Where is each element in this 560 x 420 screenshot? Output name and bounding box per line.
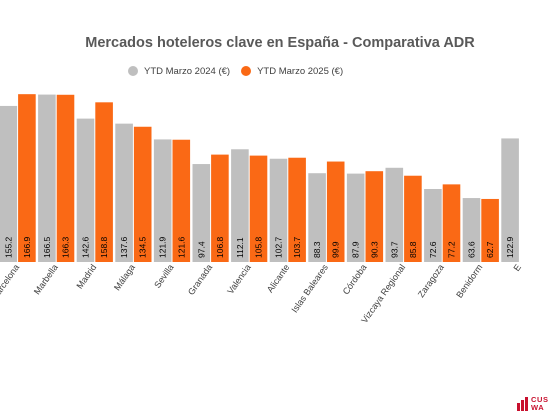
tick-label-alicante: Alicante	[265, 262, 292, 294]
tick-label-granada: Granada	[186, 262, 214, 296]
bar-alicante-2025	[288, 157, 306, 262]
value-label-benidorm-2025: 62.7	[485, 241, 495, 258]
tick-label-malaga: Málaga	[112, 262, 137, 292]
bar-valencia-2025	[249, 155, 268, 262]
legend-swatch-2024	[128, 66, 138, 76]
value-label-barcelona-2024: 155.2	[3, 236, 13, 258]
value-label-valencia-2024: 112.1	[235, 237, 245, 258]
tick-label-sevilla: Sevilla	[152, 262, 175, 289]
value-label-malaga-2025: 134.5	[138, 236, 148, 258]
legend-label-2024: YTD Marzo 2024 (€)	[144, 65, 231, 77]
legend-swatch-2025	[241, 66, 252, 76]
value-label-madrid-2024: 142.6	[81, 236, 91, 258]
tick-label-marbella: Marbella	[32, 262, 60, 296]
bar-malaga-2025	[133, 126, 152, 262]
tick-label-benidorm: Benidorm	[454, 262, 484, 299]
bar-zaragoza-2024	[424, 188, 442, 262]
tick-label-zaragoza: Zaragoza	[416, 262, 446, 299]
bar-zaragoza-2025	[442, 184, 461, 262]
value-label-vizcaya-regional-2025: 85.8	[408, 241, 418, 258]
value-label-alicante-2025: 103.7	[292, 236, 302, 258]
value-label-sevilla-2025: 121.6	[176, 236, 186, 258]
bar-islas-baleares-2025	[326, 161, 345, 262]
tick-label-valencia: Valencia	[225, 262, 253, 295]
value-label-valencia-2025: 105.8	[254, 236, 264, 258]
tick-label-barcelona: Barcelona	[0, 262, 21, 301]
tick-label-madrid: Madrid	[74, 262, 98, 290]
brand-line-1: CUS	[531, 395, 549, 404]
bar-madrid-2024	[76, 118, 95, 262]
bar-granada-2025	[211, 154, 229, 262]
bar-sevilla-2025	[172, 139, 191, 262]
chart-legend: YTD Marzo 2024 (€) YTD Marzo 2025 (€)	[128, 64, 354, 78]
bar-alicante-2024	[269, 158, 288, 262]
bar-vizcaya-regional-2024	[385, 167, 404, 262]
value-label-e-2024: 122.9	[505, 236, 515, 258]
value-label-benidorm-2024: 63.6	[467, 241, 477, 258]
bar-barcelona-2025	[18, 94, 36, 262]
tick-label-islas-baleares: Islas Baleares	[289, 262, 330, 314]
value-label-alicante-2024: 102.7	[274, 236, 284, 258]
brand-line-2: WA	[531, 403, 545, 412]
bar-marbella-2025	[56, 94, 75, 262]
brand-logo: CUS WA	[517, 393, 560, 413]
value-label-islas-baleares-2024: 88.3	[312, 241, 322, 258]
legend-item-2024: YTD Marzo 2024 (€)	[128, 66, 230, 77]
legend-item-2025: YTD Marzo 2025 (€)	[241, 66, 343, 77]
bar-benidorm-2025	[481, 198, 499, 262]
bar-granada-2024	[192, 164, 211, 262]
value-label-vizcaya-regional-2024: 93.7	[389, 241, 399, 258]
value-label-granada-2025: 106.8	[215, 236, 225, 258]
value-label-granada-2024: 97.4	[196, 241, 206, 258]
value-label-sevilla-2024: 121.9	[158, 236, 168, 258]
value-label-cordoba-2024: 87.9	[351, 241, 361, 258]
value-label-malaga-2024: 137.6	[119, 236, 129, 258]
bar-madrid-2025	[95, 102, 113, 262]
bar-e-2024	[501, 138, 519, 262]
bar-barcelona-2024	[0, 105, 18, 262]
tick-label-cordoba: Córdoba	[341, 262, 369, 296]
value-label-cordoba-2025: 90.3	[369, 241, 379, 258]
value-label-madrid-2025: 158.8	[99, 236, 109, 258]
value-label-islas-baleares-2025: 99.9	[331, 241, 341, 258]
bar-marbella-2024	[38, 94, 56, 262]
value-label-zaragoza-2025: 77.2	[447, 241, 457, 258]
legend-label-2025: YTD Marzo 2025 (€)	[257, 65, 344, 77]
bar-malaga-2024	[115, 123, 133, 262]
brand-text: CUS WA	[531, 396, 549, 412]
bar-valencia-2024	[231, 149, 249, 262]
bar-benidorm-2024	[462, 198, 481, 262]
chart-title: Mercados hoteleros clave en España - Com…	[85, 35, 475, 51]
bar-cordoba-2024	[346, 173, 365, 262]
value-label-marbella-2025: 166.3	[61, 236, 71, 258]
tick-label-e: E	[511, 262, 523, 273]
value-label-barcelona-2025: 166.9	[22, 236, 32, 258]
value-label-zaragoza-2024: 72.6	[428, 241, 438, 258]
value-label-marbella-2024: 166.5	[42, 236, 52, 258]
bar-cordoba-2025	[365, 171, 384, 262]
tick-label-vizcaya-regional: Vizcaya Regional	[359, 262, 407, 325]
bar-islas-baleares-2024	[308, 173, 326, 262]
bar-sevilla-2024	[153, 139, 172, 262]
building-icon	[517, 397, 528, 411]
bar-vizcaya-regional-2025	[404, 175, 422, 262]
